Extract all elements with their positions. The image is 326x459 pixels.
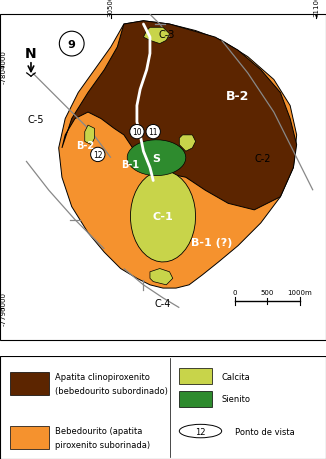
Circle shape — [179, 425, 222, 438]
Text: 12: 12 — [195, 426, 206, 436]
Text: B-1: B-1 — [121, 160, 140, 170]
Text: B-1 (?): B-1 (?) — [191, 238, 232, 248]
Polygon shape — [150, 269, 173, 285]
Text: Sienito: Sienito — [222, 395, 251, 403]
Text: -7796000: -7796000 — [0, 291, 6, 325]
Text: B-2: B-2 — [76, 140, 94, 150]
Text: Ponto de vista: Ponto de vista — [235, 426, 294, 436]
Polygon shape — [127, 140, 186, 176]
Circle shape — [130, 125, 144, 140]
Text: 10: 10 — [132, 128, 142, 137]
Circle shape — [91, 148, 105, 162]
Text: 11: 11 — [148, 128, 158, 137]
Text: -7804000: -7804000 — [0, 50, 6, 84]
Text: piroxenito suborinada): piroxenito suborinada) — [55, 440, 151, 449]
Text: 311000: 311000 — [313, 0, 319, 17]
Text: B-2: B-2 — [226, 90, 250, 103]
Text: N: N — [25, 47, 37, 61]
Text: 305000: 305000 — [108, 0, 114, 17]
Bar — [10, 426, 49, 449]
Text: C-3: C-3 — [158, 30, 174, 40]
Bar — [10, 372, 49, 395]
Text: Bebedourito (apatita: Bebedourito (apatita — [55, 425, 143, 435]
Polygon shape — [179, 135, 196, 152]
Text: 9: 9 — [68, 39, 76, 50]
Polygon shape — [143, 28, 170, 45]
Polygon shape — [130, 171, 196, 263]
Text: C-4: C-4 — [155, 298, 171, 308]
Bar — [179, 391, 212, 408]
Polygon shape — [59, 22, 297, 288]
Text: C-2: C-2 — [254, 153, 271, 163]
Text: 12: 12 — [93, 151, 103, 160]
Text: 1000m: 1000m — [288, 290, 312, 296]
Text: Calcita: Calcita — [222, 372, 250, 381]
Polygon shape — [85, 126, 95, 146]
Text: Apatita clinopiroxenito: Apatita clinopiroxenito — [55, 372, 150, 381]
Circle shape — [146, 125, 160, 140]
Circle shape — [59, 32, 84, 57]
Text: 0: 0 — [232, 290, 237, 296]
Text: S: S — [153, 153, 160, 163]
Text: C-5: C-5 — [28, 114, 44, 124]
Text: C-1: C-1 — [153, 212, 173, 222]
Text: (bebedourito subordinado): (bebedourito subordinado) — [55, 386, 168, 395]
Text: 500: 500 — [260, 290, 274, 296]
Bar — [179, 368, 212, 385]
Polygon shape — [62, 22, 297, 210]
